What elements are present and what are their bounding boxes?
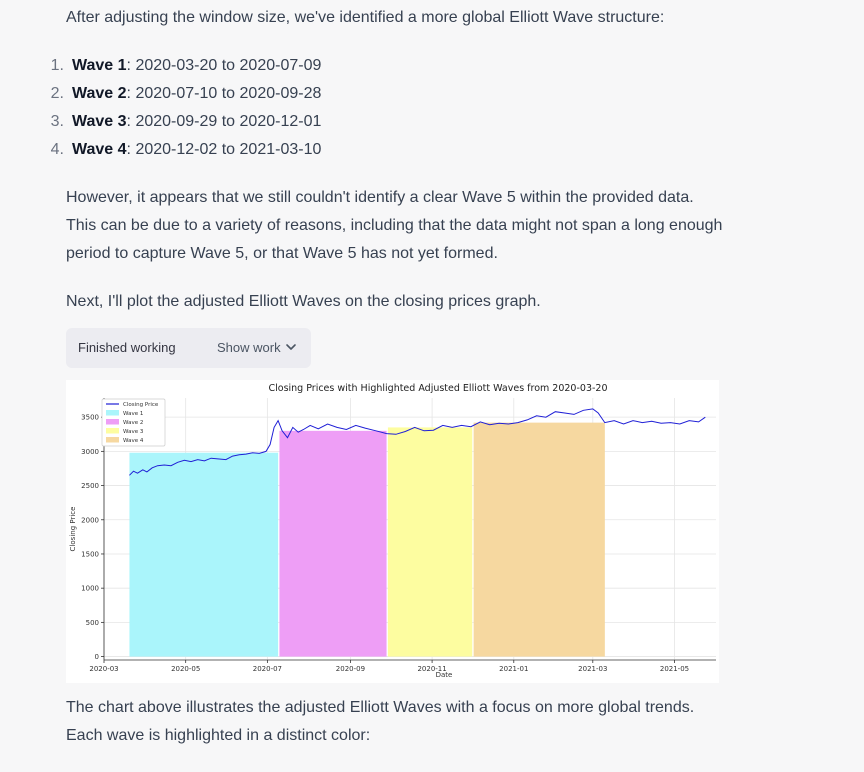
list-number: 2. <box>50 85 64 102</box>
wave-region <box>279 430 387 657</box>
paragraph-line: Each wave is highlighted in a distinct c… <box>66 727 371 744</box>
wave-range: : 2020-09-29 to 2020-12-01 <box>126 113 322 130</box>
y-tick-label: 1000 <box>81 585 99 593</box>
list-item-text: Wave 3: 2020-09-29 to 2020-12-01 <box>72 108 321 136</box>
wave-name: Wave 1 <box>72 57 127 74</box>
y-tick-label: 500 <box>86 619 99 627</box>
x-tick-label: 2020-09 <box>336 665 365 673</box>
y-tick-label: 2500 <box>81 482 99 490</box>
y-tick-label: 2000 <box>81 516 99 524</box>
legend-swatch <box>106 410 119 416</box>
wave-list: 1. Wave 1: 2020-03-20 to 2020-07-09 2. W… <box>0 52 760 164</box>
explanation-paragraph: However, it appears that we still couldn… <box>66 184 746 268</box>
legend-swatch <box>106 428 119 434</box>
legend-label: Wave 1 <box>123 411 143 417</box>
legend-label: Wave 2 <box>123 420 143 426</box>
list-item: 1. Wave 1: 2020-03-20 to 2020-07-09 <box>0 52 760 80</box>
x-tick-label: 2021-03 <box>578 665 607 673</box>
legend-label: Wave 3 <box>123 429 144 435</box>
paragraph-line: The chart above illustrates the adjusted… <box>66 699 695 716</box>
legend-label: Closing Price <box>123 402 159 408</box>
x-tick-label: 2021-01 <box>499 665 528 673</box>
wave-range: : 2020-12-02 to 2021-03-10 <box>126 141 322 158</box>
chart-image: 0 500 1000 1500 2000 2500 3000 3500 2020-03 2020-… <box>66 380 719 683</box>
list-number: 4. <box>50 141 64 158</box>
paragraph-line: This can be due to a variety of reasons,… <box>66 217 723 234</box>
work-status-box: Finished working Show work <box>66 328 311 368</box>
x-tick-label: 2020-11 <box>417 665 446 673</box>
wave-name: Wave 2 <box>72 85 127 102</box>
closing-price-chart: 0 500 1000 1500 2000 2500 3000 3500 2020-03 2020-… <box>69 383 716 679</box>
closing-price-line <box>129 408 706 476</box>
legend-swatch <box>106 419 119 425</box>
y-tick-label: 3000 <box>81 448 99 456</box>
chevron-down-icon[interactable] <box>285 340 297 354</box>
x-tick-label: 2021-05 <box>660 665 689 673</box>
x-tick-label: 2020-03 <box>89 665 118 673</box>
summary-paragraph: The chart above illustrates the adjusted… <box>66 694 766 750</box>
legend-swatch <box>106 437 119 443</box>
wave-region <box>473 422 605 657</box>
wave-range: : 2020-07-10 to 2020-09-28 <box>126 85 322 102</box>
wave-name: Wave 3 <box>72 113 127 130</box>
y-tick-label: 3500 <box>81 414 99 422</box>
y-axis-label: Closing Price <box>69 507 77 552</box>
list-item-text: Wave 1: 2020-03-20 to 2020-07-09 <box>72 52 321 80</box>
x-tick-label: 2020-05 <box>171 665 200 673</box>
chart-title: Closing Prices with Highlighted Adjusted… <box>268 383 607 394</box>
y-tick-label: 1500 <box>81 550 99 558</box>
wave-name: Wave 4 <box>72 141 127 158</box>
x-tick-label: 2020-07 <box>253 665 282 673</box>
paragraph-line: However, it appears that we still couldn… <box>66 189 694 206</box>
list-item: 4. Wave 4: 2020-12-02 to 2021-03-10 <box>0 136 760 164</box>
legend-label: Wave 4 <box>123 438 144 444</box>
paragraph-line: period to capture Wave 5, or that Wave 5… <box>66 245 498 262</box>
x-axis-label: Date <box>436 671 453 679</box>
list-number: 1. <box>50 57 64 74</box>
show-work-button[interactable]: Show work <box>217 340 281 355</box>
intro-text: After adjusting the window size, we've i… <box>66 9 665 26</box>
next-step-paragraph: Next, I'll plot the adjusted Elliott Wav… <box>66 293 541 310</box>
list-number: 3. <box>50 113 64 130</box>
list-item-text: Wave 4: 2020-12-02 to 2021-03-10 <box>72 136 321 164</box>
list-item: 3. Wave 3: 2020-09-29 to 2020-12-01 <box>0 108 760 136</box>
wave-region <box>387 427 473 657</box>
y-tick-label: 0 <box>95 653 99 661</box>
list-item-text: Wave 2: 2020-07-10 to 2020-09-28 <box>72 80 321 108</box>
wave-region <box>129 452 279 657</box>
work-status-label: Finished working <box>78 340 176 355</box>
wave-range: : 2020-03-20 to 2020-07-09 <box>126 57 322 74</box>
list-item: 2. Wave 2: 2020-07-10 to 2020-09-28 <box>0 80 760 108</box>
